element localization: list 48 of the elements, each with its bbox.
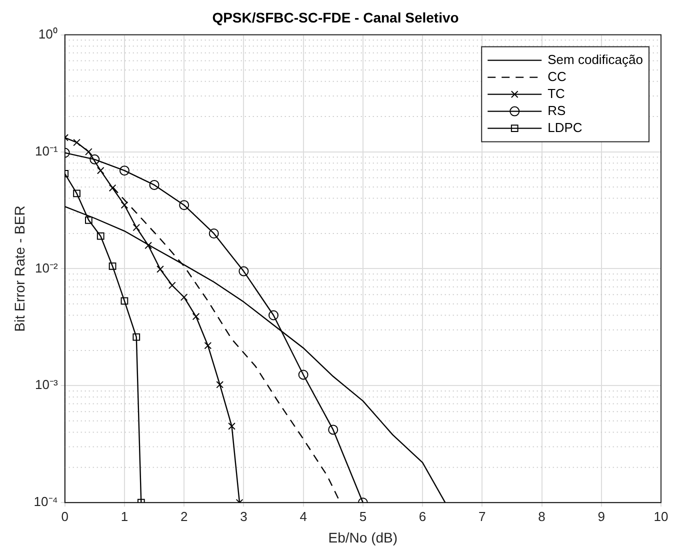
point xyxy=(96,166,104,174)
chart-title: QPSK/SFBC-SC-FDE - Canal Seletivo xyxy=(212,9,459,26)
point xyxy=(119,166,130,176)
point xyxy=(204,342,212,350)
point xyxy=(120,201,128,209)
x-tick-label: 2 xyxy=(180,508,188,524)
legend-label: CC xyxy=(548,68,566,84)
point xyxy=(168,282,176,290)
legend-label: LDPC xyxy=(548,120,582,135)
point xyxy=(216,380,224,388)
point xyxy=(149,180,160,190)
point xyxy=(132,333,140,341)
x-tick-label: 1 xyxy=(120,508,128,524)
point xyxy=(328,424,338,435)
x-tick-label: 3 xyxy=(240,508,248,524)
point xyxy=(90,154,100,164)
point xyxy=(179,200,190,210)
point xyxy=(85,216,92,224)
x-tick-label: 4 xyxy=(300,508,307,524)
y-tick-label: 10⁻³ xyxy=(35,377,59,392)
point xyxy=(192,312,200,320)
point xyxy=(228,422,236,430)
y-tick-label: 10⁻¹ xyxy=(35,143,59,158)
point xyxy=(120,297,128,305)
y-tick-label: 10⁻⁴ xyxy=(34,494,58,510)
legend-label: TC xyxy=(548,86,565,101)
x-tick-label: 7 xyxy=(478,508,486,524)
point xyxy=(96,232,104,240)
point xyxy=(238,266,249,276)
x-tick-label: 10 xyxy=(654,508,668,524)
legend-label: RS xyxy=(548,102,566,118)
point xyxy=(132,224,140,232)
x-tick-label: 6 xyxy=(418,508,426,524)
x-tick-label: 8 xyxy=(538,508,546,524)
point xyxy=(73,190,80,198)
legend-label: Sem codificação xyxy=(548,52,644,67)
x-tick-label: 5 xyxy=(359,508,367,524)
point xyxy=(108,262,116,270)
x-tick-label: 0 xyxy=(61,508,68,524)
y-tick-label: 10⁰ xyxy=(38,26,58,42)
y-tick-label: 10⁻² xyxy=(35,260,59,276)
x-axis-title: Eb/No (dB) xyxy=(328,529,398,546)
point xyxy=(208,228,219,238)
point xyxy=(298,370,308,380)
x-tick-label: 9 xyxy=(598,508,605,524)
point xyxy=(156,266,164,273)
y-axis-title: Bit Error Rate - BER xyxy=(11,206,28,332)
point xyxy=(268,310,278,320)
